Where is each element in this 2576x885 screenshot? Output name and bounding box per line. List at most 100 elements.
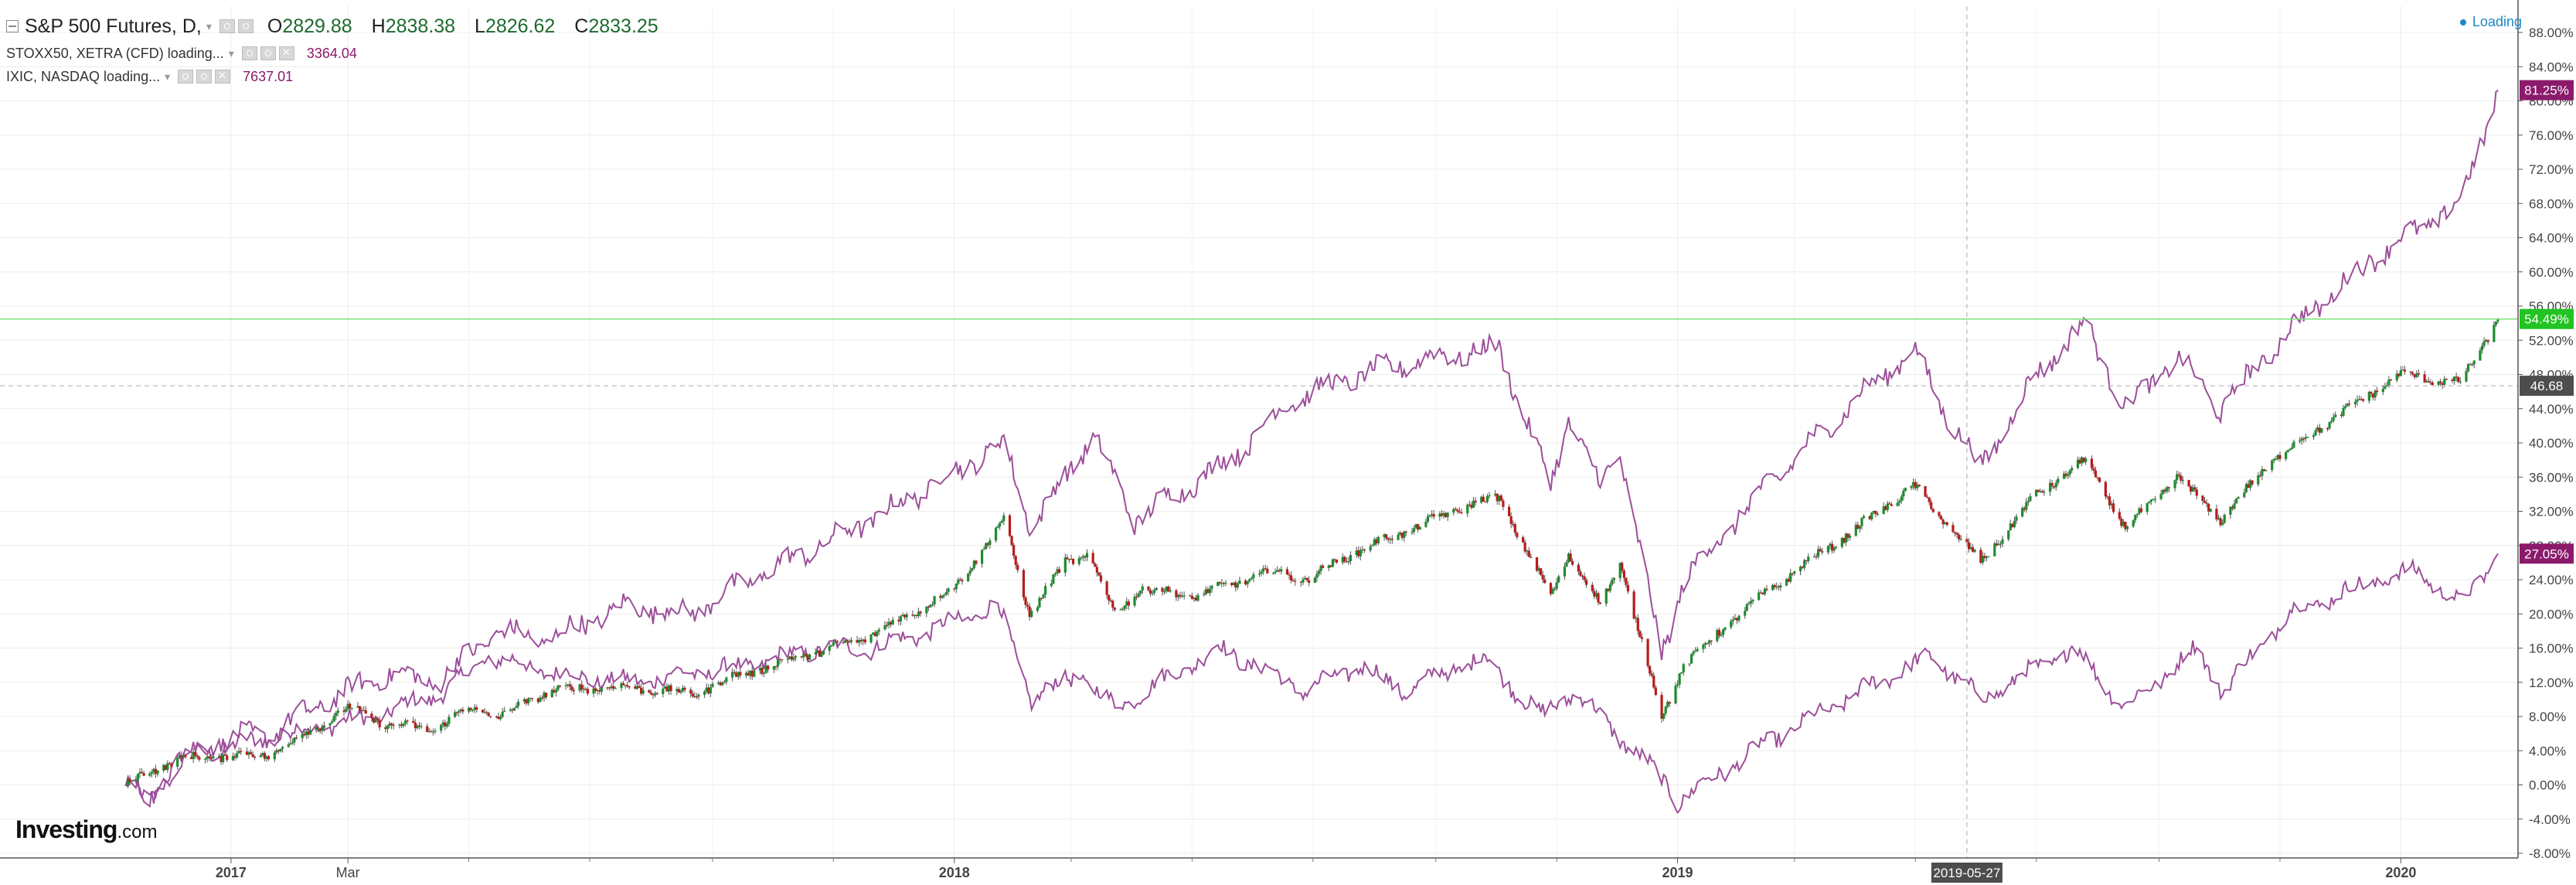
candle bbox=[953, 588, 956, 590]
candle bbox=[522, 699, 526, 702]
candle bbox=[176, 757, 179, 768]
candle bbox=[800, 656, 803, 658]
candle bbox=[1456, 509, 1459, 512]
candle bbox=[487, 713, 490, 717]
candle bbox=[402, 723, 405, 727]
close-icon[interactable] bbox=[215, 70, 231, 83]
candle bbox=[2023, 508, 2026, 510]
candle bbox=[1849, 536, 1852, 538]
candle bbox=[1694, 651, 1697, 652]
candle bbox=[2219, 518, 2222, 526]
candle bbox=[985, 543, 988, 550]
candle bbox=[2472, 360, 2476, 365]
candle bbox=[1052, 574, 1055, 584]
candle bbox=[1969, 547, 1972, 550]
legend-compare-row-1[interactable]: STOXX50, XETRA (CFD) loading... ▾ 3364.0… bbox=[6, 42, 672, 65]
candle bbox=[1030, 611, 1033, 618]
candle bbox=[473, 707, 476, 710]
candle bbox=[1979, 550, 1982, 563]
candle bbox=[927, 606, 930, 608]
candle bbox=[1650, 673, 1653, 676]
candle bbox=[2429, 382, 2432, 383]
candle bbox=[1862, 516, 1866, 519]
candle bbox=[1618, 563, 1621, 578]
candle bbox=[1438, 513, 1441, 517]
x-tick-label: 2018 bbox=[939, 865, 970, 880]
candle bbox=[2272, 458, 2275, 461]
hide-icon[interactable] bbox=[196, 70, 213, 83]
candle bbox=[332, 716, 335, 722]
candle bbox=[2479, 350, 2482, 361]
candle bbox=[2011, 523, 2014, 527]
candle bbox=[1765, 588, 1768, 591]
low-value: 2826.62 bbox=[485, 15, 556, 37]
candle bbox=[1008, 515, 1012, 536]
candle bbox=[1285, 569, 1289, 575]
candle bbox=[2050, 482, 2054, 486]
candle bbox=[417, 725, 421, 727]
candle bbox=[2084, 458, 2088, 462]
candle bbox=[1662, 713, 1666, 719]
candle bbox=[1805, 560, 1808, 561]
candle bbox=[1551, 588, 1554, 594]
settings-icon[interactable] bbox=[241, 46, 257, 60]
chevron-down-icon[interactable]: ▾ bbox=[228, 46, 234, 60]
legend-compare-row-2[interactable]: IXIC, NASDAQ loading... ▾ 7637.01 bbox=[6, 65, 672, 88]
compare2-name[interactable]: IXIC, NASDAQ loading... bbox=[6, 68, 161, 84]
candle bbox=[1208, 588, 1212, 594]
hide-icon[interactable] bbox=[260, 46, 276, 60]
hide-icon[interactable] bbox=[237, 19, 254, 33]
candle bbox=[427, 731, 430, 733]
candle bbox=[1193, 597, 1196, 599]
settings-icon[interactable] bbox=[219, 19, 235, 33]
candle bbox=[1563, 567, 1566, 577]
candle bbox=[400, 724, 403, 727]
y-tick-label: 12.00% bbox=[2529, 676, 2574, 690]
candle bbox=[1466, 504, 1469, 514]
candle bbox=[1026, 604, 1029, 607]
chevron-down-icon[interactable]: ▾ bbox=[165, 70, 171, 83]
candle bbox=[1071, 558, 1075, 564]
candle bbox=[2334, 414, 2337, 417]
close-icon[interactable] bbox=[278, 46, 294, 60]
candle bbox=[362, 710, 366, 712]
candle bbox=[1931, 509, 1935, 512]
candle bbox=[806, 655, 809, 660]
candle bbox=[2395, 373, 2398, 381]
y-tick-label: 52.00% bbox=[2529, 333, 2574, 348]
candle bbox=[1302, 579, 1305, 583]
candle bbox=[2312, 435, 2316, 437]
candle bbox=[287, 744, 290, 747]
collapse-icon[interactable] bbox=[6, 20, 19, 32]
candle bbox=[2176, 474, 2179, 481]
main-symbol-title[interactable]: S&P 500 Futures, D, bbox=[25, 15, 202, 37]
legend-main-row[interactable]: S&P 500 Futures, D, ▾ O2829.88 H2838.38 … bbox=[6, 11, 672, 42]
candle bbox=[434, 730, 437, 732]
candle bbox=[1594, 593, 1598, 597]
candle bbox=[335, 713, 338, 717]
candle bbox=[1844, 533, 1848, 543]
candle bbox=[403, 720, 407, 723]
candle bbox=[2193, 487, 2197, 490]
ohlc-values: O2829.88 H2838.38 L2826.62 C2833.25 bbox=[267, 15, 672, 38]
candle bbox=[2207, 503, 2210, 512]
chevron-down-icon[interactable]: ▾ bbox=[206, 19, 212, 32]
candle bbox=[897, 619, 900, 621]
candle bbox=[2149, 499, 2152, 502]
candle bbox=[483, 712, 486, 713]
candle bbox=[1210, 586, 1213, 589]
candle bbox=[2314, 430, 2317, 436]
candle bbox=[764, 665, 767, 673]
loading-indicator: Loading bbox=[2459, 14, 2522, 30]
candle bbox=[1094, 563, 1097, 567]
candle bbox=[1238, 580, 1241, 584]
candle bbox=[2108, 496, 2112, 505]
settings-icon[interactable] bbox=[178, 70, 194, 83]
compare1-name[interactable]: STOXX50, XETRA (CFD) loading... bbox=[6, 45, 224, 61]
candle bbox=[1390, 539, 1393, 540]
candle bbox=[1248, 579, 1251, 582]
candle bbox=[1232, 582, 1235, 585]
y-tick-labels: 88.00%84.00%80.00%76.00%72.00%68.00%64.0… bbox=[2518, 26, 2574, 861]
candle bbox=[124, 785, 128, 786]
